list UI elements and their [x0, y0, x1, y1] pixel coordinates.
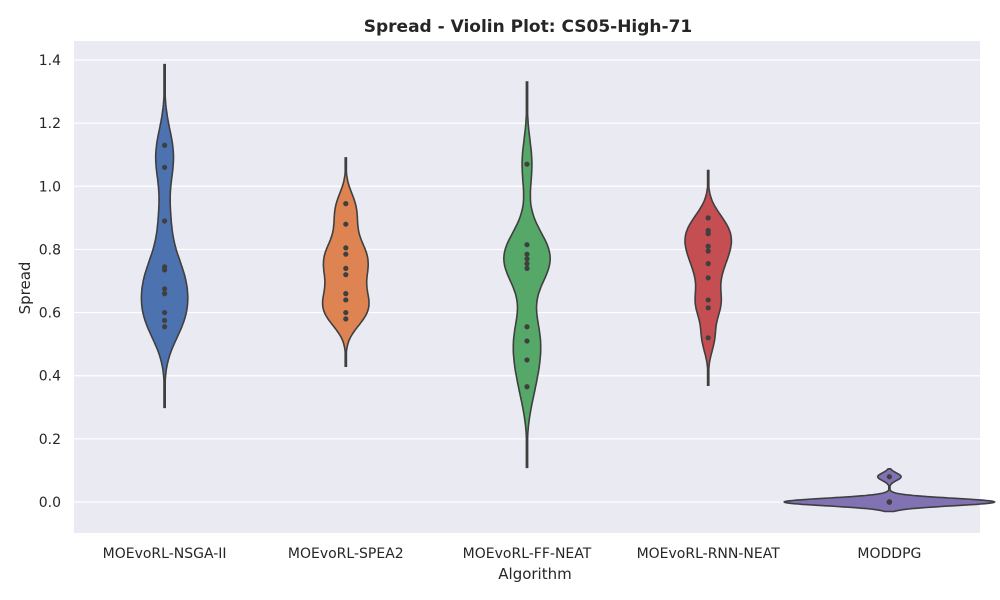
- y-tick-label: 0.6: [39, 306, 61, 322]
- data-point: [705, 231, 711, 237]
- data-point: [524, 265, 530, 271]
- x-axis-label: Algorithm: [498, 565, 571, 583]
- data-point: [524, 357, 530, 363]
- data-point: [886, 474, 893, 480]
- data-point: [886, 499, 893, 505]
- y-tick-label: 0.2: [39, 432, 61, 448]
- data-point: [524, 256, 530, 262]
- data-point: [343, 309, 349, 316]
- data-point: [524, 242, 530, 248]
- data-point: [705, 305, 711, 311]
- data-point: [705, 297, 711, 303]
- data-point: [162, 142, 168, 148]
- data-point: [524, 384, 530, 390]
- data-point: [343, 201, 349, 207]
- data-point: [343, 251, 349, 257]
- data-point: [343, 221, 349, 227]
- data-point: [343, 272, 349, 278]
- y-tick-labels: 0.0 0.2 0.4 0.6 0.8 1.0 1.2 1.4: [39, 53, 61, 511]
- data-point: [343, 297, 349, 303]
- violins: [140, 63, 996, 513]
- y-tick-label: 0.0: [39, 495, 61, 511]
- data-point: [524, 261, 530, 267]
- data-point: [524, 324, 530, 330]
- violin-body: [502, 81, 552, 469]
- data-point: [343, 316, 349, 322]
- data-point: [343, 245, 349, 251]
- y-tick-label: 0.8: [39, 242, 61, 258]
- violin-body: [140, 63, 189, 409]
- data-point: [162, 286, 168, 292]
- chart-title: Spread - Violin Plot: CS05-High-71: [364, 17, 693, 37]
- y-tick-label: 1.4: [39, 53, 61, 69]
- x-tick-label: MODDPG: [857, 546, 921, 562]
- x-tick-label: MOEvoRL-RNN-NEAT: [637, 546, 781, 562]
- data-point: [705, 215, 711, 221]
- data-point: [343, 291, 349, 297]
- y-axis-label: Spread: [16, 262, 34, 315]
- y-tick-label: 1.2: [39, 116, 61, 132]
- data-point: [162, 309, 168, 316]
- data-point: [162, 324, 168, 330]
- y-tick-label: 1.0: [39, 179, 61, 195]
- data-point: [524, 161, 530, 167]
- y-tick-label: 0.4: [39, 369, 61, 385]
- data-point: [162, 218, 168, 224]
- violin-body: [321, 157, 370, 367]
- violin-body: [783, 468, 996, 513]
- data-point: [705, 248, 711, 254]
- data-point: [162, 164, 168, 170]
- data-point: [162, 267, 168, 273]
- x-tick-labels: MOEvoRL-NSGA-II MOEvoRL-SPEA2 MOEvoRL-FF-N…: [103, 546, 922, 562]
- data-point: [524, 251, 530, 257]
- data-point: [524, 338, 530, 344]
- data-point: [162, 317, 168, 324]
- x-tick-label: MOEvoRL-FF-NEAT: [463, 546, 592, 562]
- data-point: [343, 265, 349, 271]
- data-point: [705, 261, 711, 267]
- data-point: [705, 275, 711, 281]
- x-tick-label: MOEvoRL-SPEA2: [288, 546, 404, 562]
- data-point: [705, 335, 711, 341]
- x-tick-label: MOEvoRL-NSGA-II: [103, 546, 227, 562]
- data-point: [162, 291, 168, 297]
- data-point: [705, 243, 711, 249]
